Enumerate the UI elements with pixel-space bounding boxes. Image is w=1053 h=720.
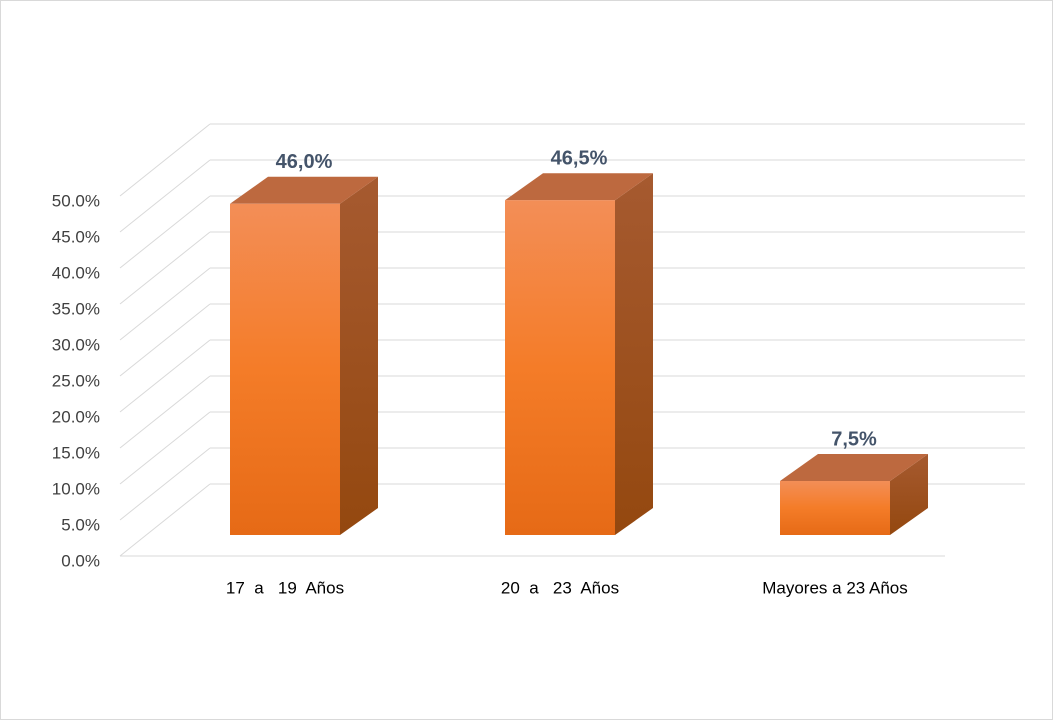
grid-line — [119, 267, 211, 341]
grid-line — [119, 123, 211, 197]
y-tick-label: 35.0% — [52, 299, 100, 318]
grid-line — [119, 195, 211, 269]
grid-line — [119, 411, 211, 485]
bar-top — [230, 176, 378, 204]
value-label: 7,5% — [831, 428, 877, 450]
bar-side — [615, 173, 653, 535]
grid-line — [119, 231, 211, 305]
y-tick-label: 25.0% — [52, 371, 100, 390]
grid-line — [119, 447, 211, 521]
grid-line — [119, 303, 211, 377]
grid-line — [119, 375, 211, 449]
bar — [230, 203, 340, 536]
x-tick-label: 20 a 23 Años — [501, 578, 619, 597]
y-tick-label: 50.0% — [52, 191, 100, 210]
y-tick-label: 15.0% — [52, 443, 100, 462]
bar-top — [505, 173, 653, 201]
y-tick-label: 30.0% — [52, 335, 100, 354]
y-tick-label: 5.0% — [61, 515, 100, 534]
bar-side — [340, 176, 378, 536]
value-label: 46,0% — [276, 151, 333, 173]
bar — [780, 481, 890, 535]
x-tick-label: Mayores a 23 Años — [762, 578, 908, 597]
y-tick-label: 40.0% — [52, 263, 100, 282]
x-tick-label: 17 a 19 Años — [226, 578, 344, 597]
y-tick-label: 0.0% — [61, 551, 100, 570]
y-tick-label: 20.0% — [52, 407, 100, 426]
bar-top — [780, 454, 928, 481]
y-tick-label: 10.0% — [52, 479, 100, 498]
y-tick-label: 45.0% — [52, 227, 100, 246]
grid-line — [119, 159, 211, 233]
bar — [505, 200, 615, 535]
value-label: 46,5% — [551, 147, 608, 169]
grid-line — [119, 339, 211, 413]
grid-line — [119, 483, 211, 557]
